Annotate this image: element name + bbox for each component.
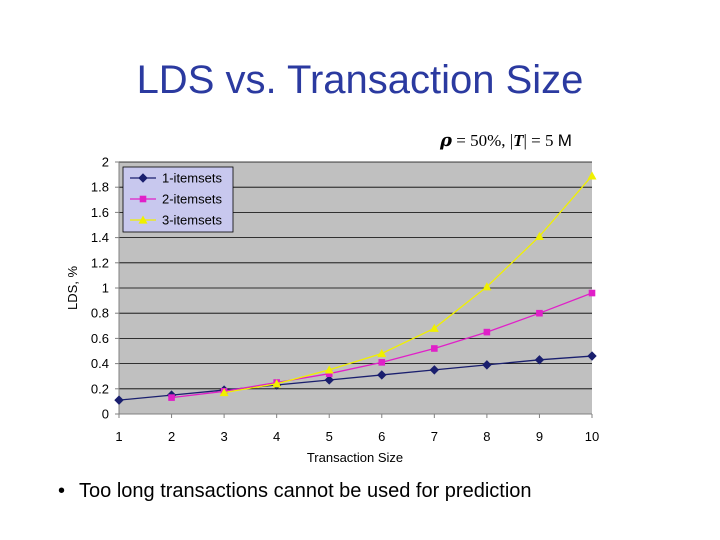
- data-point-2-itemsets: [431, 345, 438, 352]
- bullet-dot: •: [58, 480, 66, 502]
- y-tick-label: 1.6: [91, 205, 109, 220]
- series-line-1-itemsets: [118, 355, 593, 401]
- y-tick-label: 0.8: [91, 306, 109, 321]
- x-tick-label: 2: [168, 429, 175, 444]
- legend-marker-3-itemsets: [138, 215, 148, 224]
- data-point-1-itemsets: [114, 395, 124, 405]
- data-point-1-itemsets: [377, 370, 387, 380]
- legend-label-1-itemsets: 1-itemsets: [162, 171, 222, 186]
- slide-title: LDS vs. Transaction Size: [136, 58, 584, 102]
- data-point-1-itemsets: [429, 365, 440, 375]
- data-point-1-itemsets: [534, 355, 545, 365]
- data-point-3-itemsets: [429, 323, 439, 332]
- data-point-3-itemsets: [324, 365, 334, 374]
- rho-symbol: ρ: [440, 130, 452, 151]
- x-tick-label: 1: [115, 429, 122, 444]
- x-tick-label: 4: [273, 429, 280, 444]
- subtitle-unit: M: [557, 131, 572, 150]
- legend-entry-2-itemsets: 2-itemsets: [130, 192, 222, 207]
- y-tick-label: 0.2: [91, 381, 109, 396]
- legend-label-2-itemsets: 2-itemsets: [162, 192, 222, 207]
- x-tick-label: 6: [378, 429, 385, 444]
- data-point-2-itemsets: [378, 359, 386, 366]
- data-point-2-itemsets: [588, 289, 596, 297]
- bullet-text: Too long transactions cannot be used for…: [79, 480, 532, 502]
- legend-entry-1-itemsets: 1-itemsets: [130, 171, 222, 186]
- legend-entry-3-itemsets: 3-itemsets: [130, 213, 222, 228]
- legend-marker-2-itemsets: [139, 195, 147, 203]
- data-point-3-itemsets: [587, 171, 597, 180]
- x-tick-label: 9: [536, 429, 543, 444]
- x-tick-label: 10: [585, 429, 599, 444]
- data-point-3-itemsets: [272, 379, 282, 388]
- subtitle-density: = 50%, |: [451, 131, 514, 150]
- y-tick-label: 2: [102, 155, 109, 170]
- x-tick-label: 8: [483, 429, 490, 444]
- data-point-3-itemsets: [377, 349, 387, 358]
- data-point-2-itemsets: [483, 328, 491, 336]
- chart-subtitle: ρ = 50%, |T| = 5 M: [440, 130, 572, 151]
- data-point-3-itemsets: [534, 231, 544, 240]
- y-tick-label: 0: [102, 407, 109, 422]
- data-point-2-itemsets: [536, 309, 543, 317]
- series-line-3-itemsets: [224, 175, 593, 394]
- x-tick-label: 7: [431, 429, 438, 444]
- subtitle-size: | = 5: [523, 131, 558, 150]
- data-point-3-itemsets: [482, 282, 492, 291]
- data-point-2-itemsets: [168, 394, 175, 401]
- subtitle-t-variable: T: [513, 131, 524, 150]
- data-point-1-itemsets: [587, 351, 597, 361]
- y-tick-label: 0.6: [91, 331, 109, 346]
- y-tick-label: 0.4: [91, 356, 109, 371]
- x-tick-label: 3: [220, 429, 227, 444]
- y-axis-label: LDS, %: [65, 266, 80, 311]
- legend-marker-1-itemsets: [138, 173, 148, 183]
- y-tick-label: 1.8: [91, 180, 109, 195]
- bullet-point: • Too long transactions cannot be used fo…: [58, 480, 532, 503]
- x-tick-label: 5: [326, 429, 333, 444]
- data-point-1-itemsets: [324, 375, 334, 385]
- y-tick-label: 1.4: [91, 230, 109, 245]
- y-tick-label: 1.2: [91, 255, 109, 270]
- legend-label-3-itemsets: 3-itemsets: [162, 213, 222, 228]
- data-point-1-itemsets: [482, 360, 492, 370]
- series-3-itemsets: [219, 171, 597, 397]
- y-tick-label: 1: [102, 281, 109, 296]
- x-axis-label: Transaction Size: [307, 450, 403, 465]
- data-point-2-itemsets: [325, 370, 333, 377]
- data-point-3-itemsets: [219, 388, 229, 397]
